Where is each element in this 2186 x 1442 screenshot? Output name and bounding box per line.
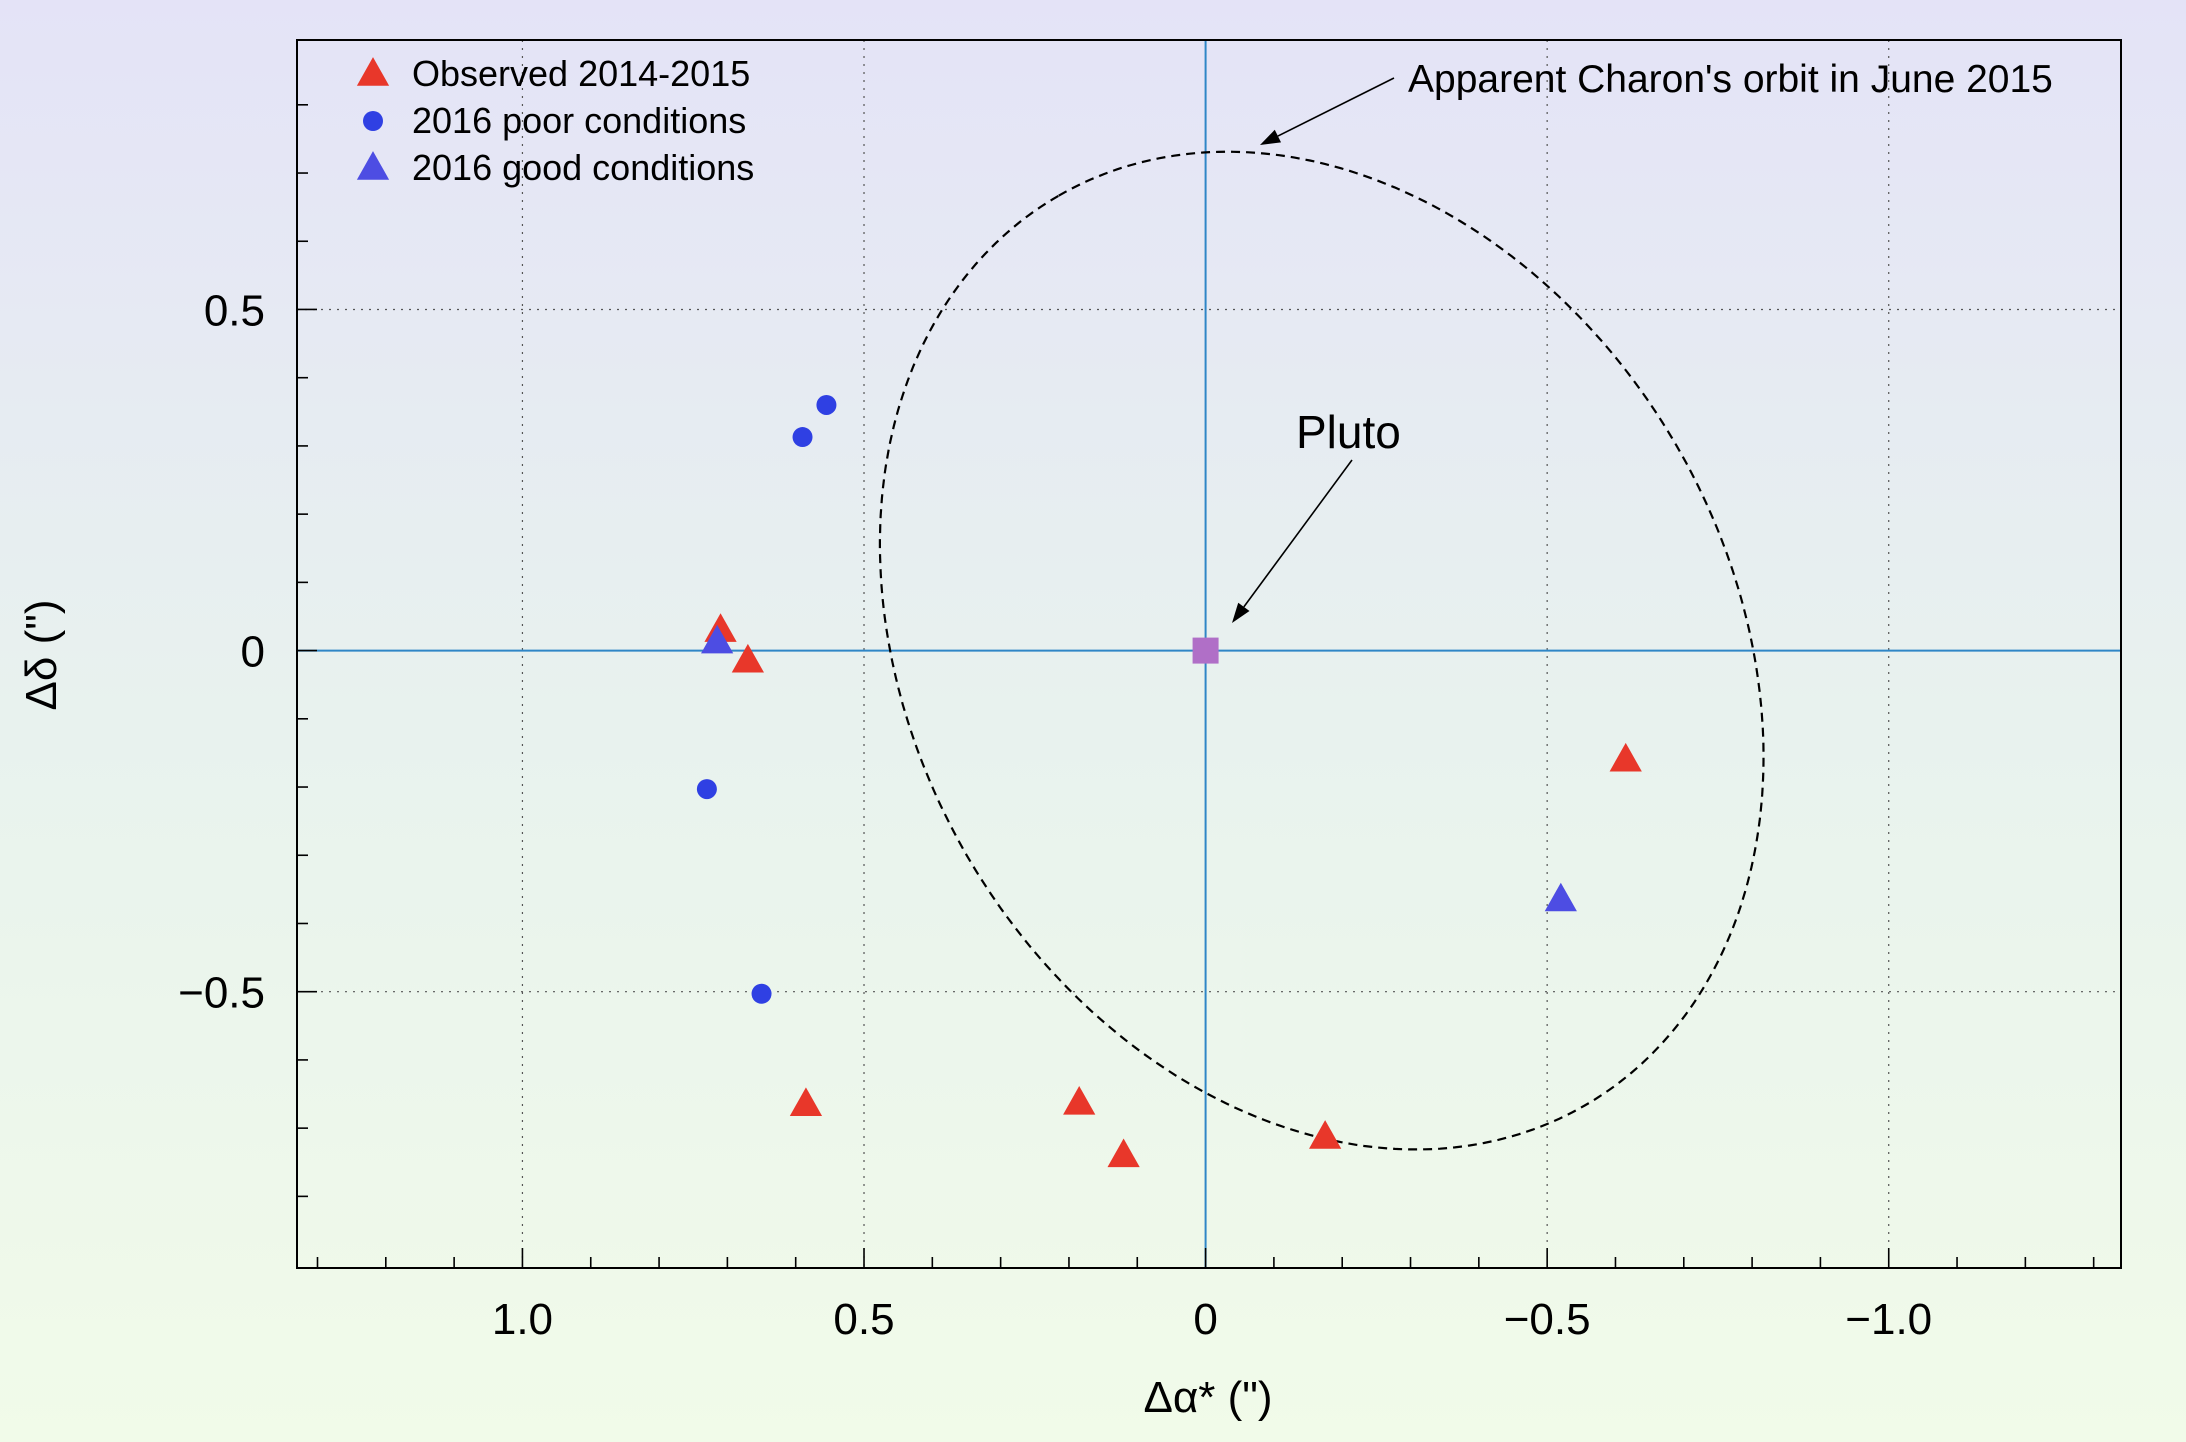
y-tick-label: −0.5 <box>178 969 265 1018</box>
legend-label: 2016 poor conditions <box>412 100 746 141</box>
legend-label: 2016 good conditions <box>412 147 754 188</box>
grid-lines <box>297 40 2121 1268</box>
tick-labels: 1.0 0.5 0 −0.5 −1.0 0.5 0 −0.5 <box>178 286 1932 1344</box>
series-3-point <box>1544 882 1577 912</box>
x-tick-label: 0.5 <box>833 1295 894 1344</box>
pluto-marker <box>1192 637 1219 664</box>
legend-label: Observed 2014-2015 <box>412 53 750 94</box>
series-2-point <box>816 394 837 415</box>
x-tick-label: −0.5 <box>1504 1295 1591 1344</box>
pluto-annotation-label: Pluto <box>1296 406 1401 458</box>
data-points <box>696 394 1642 1168</box>
x-tick-label: 0 <box>1193 1295 1217 1344</box>
series-1-point <box>1063 1086 1096 1115</box>
annotations: Apparent Charon's orbit in June 2015 Plu… <box>1232 58 2053 623</box>
series-1-point <box>1107 1138 1140 1168</box>
y-axis-label: Δδ (") <box>17 599 66 710</box>
orbit-annotation-label: Apparent Charon's orbit in June 2015 <box>1408 58 2053 101</box>
legend-marker-triangle <box>356 151 390 180</box>
series-1-point <box>1609 742 1642 772</box>
x-tick-label: 1.0 <box>492 1295 553 1344</box>
x-axis-label: Δα* (") <box>1143 1373 1272 1422</box>
plot-frame <box>296 39 2122 1269</box>
legend: Observed 2014-2015 2016 poor conditions 20… <box>356 53 754 188</box>
series-2-point <box>792 427 813 448</box>
pluto-arrowhead <box>1232 602 1250 623</box>
legend-marker-triangle <box>356 57 390 86</box>
y-tick-label: 0 <box>241 628 265 677</box>
series-3-point <box>701 624 734 654</box>
orbit-arrowhead <box>1260 129 1282 145</box>
orbit-annotation-arrow <box>1277 77 1395 137</box>
x-tick-label: −1.0 <box>1845 1295 1932 1344</box>
y-tick-label: 0.5 <box>204 286 265 335</box>
charon-orbit-ellipse <box>878 150 1765 1151</box>
series-2-point <box>751 983 772 1004</box>
series-1-point <box>1309 1120 1342 1149</box>
pluto-annotation-arrow <box>1243 459 1353 608</box>
series-2-point <box>696 779 717 800</box>
legend-marker-circle <box>363 111 383 131</box>
series-1-point <box>789 1087 823 1116</box>
series-1-point <box>731 643 764 673</box>
axis-ticks <box>297 104 2095 1268</box>
